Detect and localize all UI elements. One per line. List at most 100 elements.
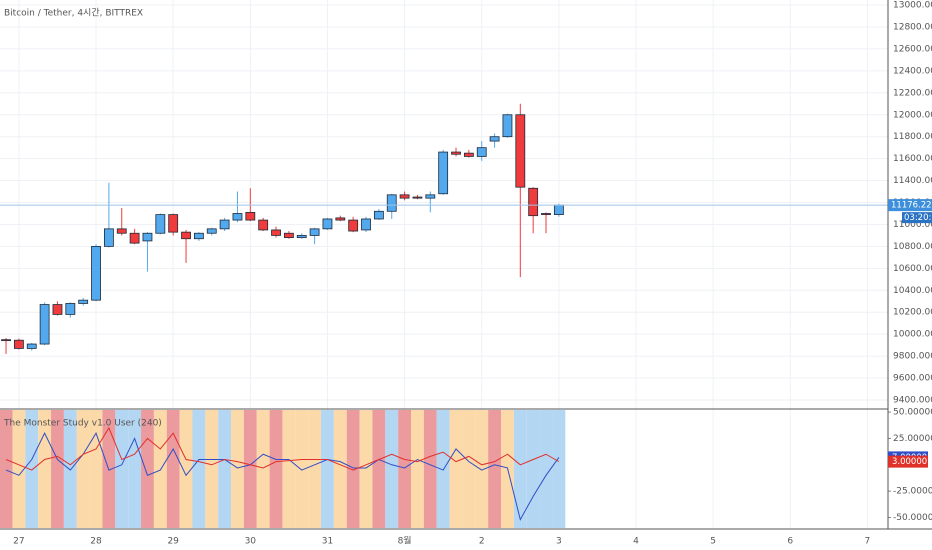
y-tick-label: 11600.00000	[893, 154, 932, 164]
candle-body	[129, 232, 140, 244]
candle-body	[476, 147, 487, 157]
x-tick-label: 27	[13, 537, 24, 547]
signal-band	[243, 410, 257, 528]
y-tick-label: 10000.00000	[893, 330, 932, 340]
candle-body	[232, 213, 243, 221]
y-tick-label: 9800.00000	[893, 352, 932, 362]
y-tick-label: 13000.00000	[893, 1, 932, 11]
candle-body	[258, 219, 269, 231]
signal-band	[12, 410, 26, 528]
signal-band	[192, 410, 206, 528]
y-tick-label: 11400.00000	[893, 176, 932, 186]
candle-body	[528, 187, 539, 217]
x-tick-label: 4	[633, 537, 639, 547]
marks-layer	[0, 103, 888, 521]
y-tick-label: 25.00000	[893, 434, 932, 444]
signal-band	[398, 410, 412, 528]
candle-body	[116, 228, 127, 234]
signal-band	[359, 410, 373, 528]
signal-band	[179, 410, 193, 528]
signal-band	[0, 410, 13, 528]
candle-body	[373, 210, 384, 220]
signal-band	[436, 410, 450, 528]
candle-body	[502, 114, 513, 138]
signal-band	[218, 410, 232, 528]
signal-band	[295, 410, 309, 528]
indicator-line	[5, 432, 560, 521]
candle-body	[155, 214, 166, 234]
signal-band	[346, 410, 360, 528]
value-badge	[888, 455, 928, 468]
candle-body	[1, 339, 11, 342]
candle-body	[322, 218, 333, 230]
candle-body	[463, 152, 474, 157]
signal-band	[205, 410, 219, 528]
x-tick-label: 5	[710, 537, 716, 547]
signal-band	[552, 410, 566, 528]
candle-body	[26, 343, 37, 349]
price-badge	[888, 199, 932, 212]
signal-band	[141, 410, 154, 528]
y-tick-label: 9600.00000	[893, 374, 932, 384]
countdown-label: 03:20:51	[904, 213, 932, 223]
candle-body	[386, 194, 397, 212]
countdown-badge	[902, 212, 932, 224]
signal-band	[128, 410, 142, 528]
signal-band	[475, 410, 489, 528]
indicator-title: The Monster Study v1.0 User (240)	[3, 419, 162, 429]
x-tick-label: 3	[556, 537, 562, 547]
signal-band	[282, 410, 296, 528]
y-tick-label: 10400.00000	[893, 286, 932, 296]
candle-body	[425, 194, 436, 199]
candle-body	[438, 151, 449, 195]
candle-body	[309, 228, 320, 236]
y-tick-label: 50.00000	[893, 408, 932, 418]
candle-body	[348, 219, 359, 232]
signal-band	[51, 410, 64, 528]
x-tick-label: 29	[167, 537, 179, 547]
signal-band	[89, 410, 103, 528]
candle-body	[142, 232, 153, 242]
candle-body	[553, 204, 564, 215]
signal-band	[449, 410, 463, 528]
y-tick-label: 11000.00000	[893, 220, 932, 230]
candle-body	[13, 339, 24, 349]
candle-body	[181, 231, 191, 240]
chart-title: Bitcoin / Tether, 4시간, BITTREX	[4, 8, 143, 19]
x-tick-label: 7	[865, 537, 871, 547]
signal-band	[63, 410, 77, 528]
signal-band	[115, 410, 129, 528]
signal-band	[308, 410, 322, 528]
value-badge-label: 3.00000	[892, 457, 927, 467]
candle-body	[245, 211, 256, 221]
candle-body	[52, 304, 63, 315]
indicator-line	[5, 426, 560, 471]
y-tick-label: -50.00000	[893, 513, 932, 523]
candle-body	[65, 303, 76, 315]
candle-body	[335, 217, 346, 221]
signal-band	[153, 410, 167, 528]
y-tick-label: 10800.00000	[893, 242, 932, 252]
signal-band	[423, 410, 437, 528]
x-tick-label: 28	[90, 537, 102, 547]
signal-band	[166, 410, 180, 528]
y-tick-label: 12200.00000	[893, 88, 932, 98]
y-tick-label: 11800.00000	[893, 132, 932, 142]
y-tick-label: 10600.00000	[893, 264, 932, 274]
price-badge-label: 11176.22000	[891, 201, 932, 211]
signal-band	[372, 410, 386, 528]
signal-band	[25, 410, 39, 528]
candle-body	[515, 114, 526, 188]
candle-body	[283, 232, 294, 239]
y-tick-label: 10200.00000	[893, 308, 932, 318]
signal-band	[513, 410, 527, 528]
signal-band	[462, 410, 476, 528]
y-tick-label: -25.00000	[893, 487, 932, 497]
candle-body	[91, 246, 101, 301]
signal-band	[488, 410, 502, 528]
candle-body	[271, 229, 281, 236]
candle-body	[39, 304, 50, 345]
candle-body	[489, 136, 500, 142]
